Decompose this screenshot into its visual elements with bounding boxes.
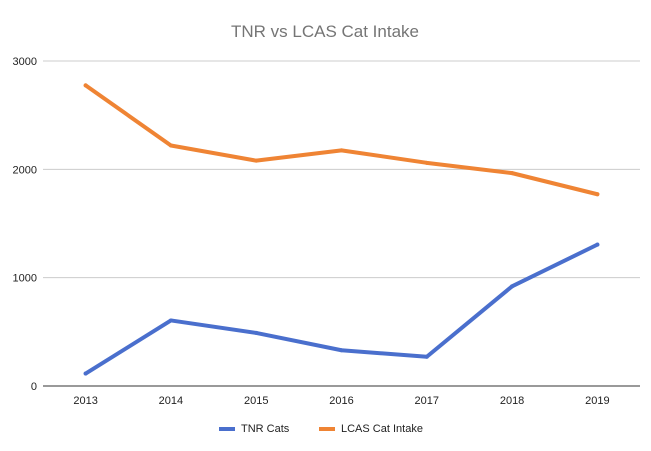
y-tick-label: 3000 — [13, 56, 37, 68]
y-tick-label: 2000 — [13, 164, 37, 176]
x-tick-label: 2015 — [244, 395, 268, 407]
data-point — [595, 192, 600, 197]
legend: TNR Cats LCAS Cat Intake — [219, 423, 423, 435]
data-point — [83, 371, 88, 376]
x-tick-label: 2017 — [415, 395, 439, 407]
series-line-1 — [83, 83, 600, 197]
data-point — [339, 148, 344, 153]
data-point — [595, 242, 600, 247]
x-tick-label: 2014 — [159, 395, 183, 407]
series-lines — [83, 83, 600, 376]
chart-title: TNR vs LCAS Cat Intake — [231, 22, 419, 41]
data-point — [339, 348, 344, 353]
x-tick-label: 2018 — [500, 395, 524, 407]
x-tick-label: 2019 — [585, 395, 609, 407]
data-point — [510, 284, 515, 289]
x-tick-label: 2016 — [329, 395, 353, 407]
gridlines — [43, 60, 640, 279]
legend-label: TNR Cats — [241, 423, 290, 435]
legend-swatch — [219, 427, 235, 431]
data-point — [424, 160, 429, 165]
data-point — [254, 158, 259, 163]
data-point — [424, 354, 429, 359]
data-point — [83, 83, 88, 88]
x-tick-label: 2013 — [73, 395, 97, 407]
legend-label: LCAS Cat Intake — [341, 423, 423, 435]
legend-swatch — [319, 427, 335, 431]
data-point — [510, 171, 515, 176]
axes: 0 1000 2000 3000 2013 2014 2015 2016 2017 2018 201… — [13, 56, 640, 407]
y-tick-label: 1000 — [13, 273, 37, 285]
series-line-0 — [83, 242, 600, 376]
data-point — [168, 143, 173, 148]
y-tick-label: 0 — [31, 381, 37, 393]
data-point — [254, 330, 259, 335]
data-point — [168, 318, 173, 323]
